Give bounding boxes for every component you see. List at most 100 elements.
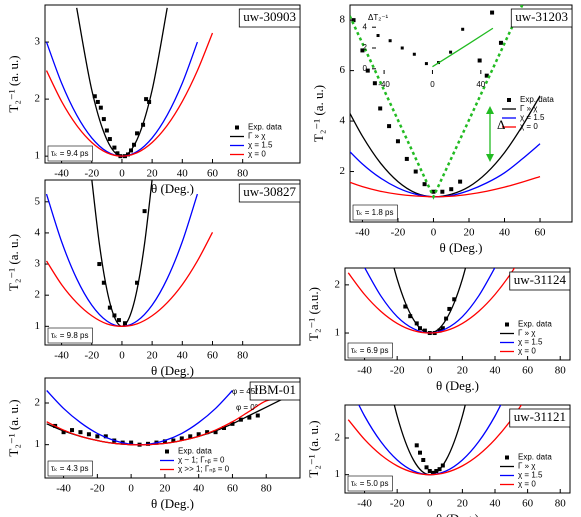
data-point xyxy=(403,304,408,309)
curve xyxy=(91,180,153,327)
legend-marker xyxy=(505,322,509,327)
x-tick-label: 20 xyxy=(147,350,159,362)
note: φ = 0° xyxy=(236,403,258,412)
x-tick-label: -40 xyxy=(355,227,370,239)
data-point xyxy=(498,40,503,45)
data-point xyxy=(205,430,210,435)
x-tick-label: 80 xyxy=(237,350,249,362)
data-point xyxy=(461,27,465,31)
x-axis-label: θ (Deg.) xyxy=(151,496,194,511)
x-tick-label: 60 xyxy=(522,365,534,377)
legend-marker xyxy=(505,455,509,460)
panel-label-box xyxy=(238,183,301,203)
panel: 1 2 -40 -20 0 20 40 60 80 T₂⁻¹ (a.u.) θ (Deg.) uw-3… xyxy=(306,267,571,393)
data-point xyxy=(78,430,83,435)
tau-label: τₖ = 6.9 ps xyxy=(351,346,388,355)
legend-label: Exp. data xyxy=(520,95,554,104)
y-tick-label: 1 xyxy=(35,150,41,162)
data-point xyxy=(427,469,432,473)
data-point xyxy=(452,297,457,302)
x-tick-label: 80 xyxy=(555,498,567,510)
tau-label: τₖ = 9.4 ps xyxy=(51,149,88,158)
data-point xyxy=(490,10,495,15)
plot-area xyxy=(376,27,494,68)
x-tick-label: -20 xyxy=(84,350,99,362)
legend-label: χ = 1.5 xyxy=(518,338,543,347)
curve xyxy=(350,175,541,198)
data-point xyxy=(434,469,439,473)
x-tick-label: 0 xyxy=(427,365,433,377)
legend-label: Exp. data xyxy=(248,123,282,132)
data-point xyxy=(351,18,356,23)
plot-area xyxy=(45,180,214,327)
panel: 1 2 -40 -20 0 20 40 60 80 T₂⁻¹ (a. u.) θ (Deg.) uw-… xyxy=(306,404,571,517)
curve xyxy=(393,405,466,476)
x-tick-label: 0 xyxy=(427,498,433,510)
plot-area xyxy=(347,405,523,476)
curve xyxy=(350,143,541,198)
legend-label: χ = 0 xyxy=(248,150,266,159)
data-point xyxy=(125,152,130,157)
data-point xyxy=(484,73,489,78)
tau-label: τₖ = 4.3 ps xyxy=(51,464,88,473)
panel-label: uw-30903 xyxy=(243,9,296,24)
x-tick-label: -20 xyxy=(90,483,105,495)
y-tick-label: 2 xyxy=(340,165,346,177)
data-point xyxy=(388,39,392,43)
x-tick-label: 40 xyxy=(177,350,189,362)
data-point xyxy=(412,52,416,56)
curve xyxy=(358,405,502,476)
y-tick-label: 6 xyxy=(340,64,346,76)
x-tick-label: -40 xyxy=(56,483,71,495)
legend-label: Γ » χ xyxy=(248,132,266,141)
x-axis-label: θ (Deg.) xyxy=(439,240,482,255)
y-tick-label: 2 xyxy=(335,432,341,444)
legend-label: Exp. data xyxy=(518,453,552,462)
y-tick-label: 1 xyxy=(35,320,41,332)
data-point xyxy=(107,305,112,310)
data-point xyxy=(421,458,426,462)
plot-area xyxy=(347,268,516,336)
data-point xyxy=(400,46,404,50)
data-point xyxy=(188,434,193,439)
x-tick-label: 0 xyxy=(128,483,134,495)
data-point xyxy=(61,430,66,435)
data-point xyxy=(376,34,380,38)
x-tick-label: 60 xyxy=(522,498,534,510)
curve xyxy=(45,193,199,327)
x-axis-label: θ (Deg.) xyxy=(436,378,479,393)
legend-label: Γ » χ xyxy=(518,329,536,338)
y-tick-label: 4 xyxy=(340,115,346,127)
y-tick-label: 2 xyxy=(363,43,368,52)
data-point xyxy=(413,169,418,174)
data-point xyxy=(129,440,134,445)
y-tick-label: 1 xyxy=(335,468,341,480)
data-point xyxy=(97,262,102,267)
curve xyxy=(76,7,168,157)
data-point xyxy=(408,314,413,319)
data-point xyxy=(196,432,201,437)
data-point xyxy=(440,189,445,194)
x-tick-label: 60 xyxy=(535,227,547,239)
y-tick-label: 2 xyxy=(35,93,41,105)
data-point xyxy=(107,137,112,142)
panel-label: uw-31203 xyxy=(515,9,568,24)
y-tick-label: 2 xyxy=(335,278,341,290)
data-point xyxy=(477,58,482,63)
curve xyxy=(364,268,496,334)
legend-label: χ = 1.5 xyxy=(520,113,545,122)
panel-label: uw-31121 xyxy=(514,409,566,424)
plot-area xyxy=(46,390,284,447)
y-axis-label: T₂⁻¹ (a. u.) xyxy=(311,85,326,142)
data-point xyxy=(360,48,365,53)
y-axis-label: T₂⁻¹ (a.u.) xyxy=(306,287,321,341)
data-point xyxy=(86,432,91,437)
legend-label: Γ » χ xyxy=(518,462,536,471)
legend-label: χ >> 1; Γₙᵦ = 0 xyxy=(178,465,230,474)
plot-area xyxy=(350,5,541,200)
data-point xyxy=(112,145,117,150)
y-tick-label: 2 xyxy=(35,397,41,409)
panel-label-box xyxy=(238,8,301,28)
